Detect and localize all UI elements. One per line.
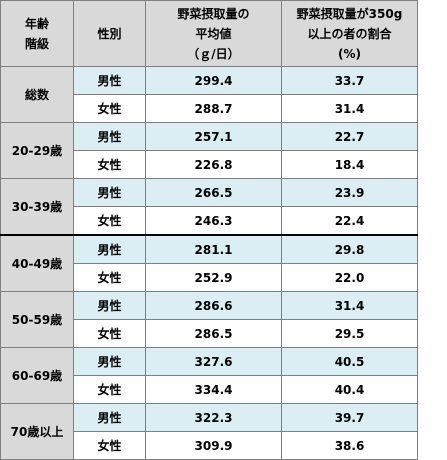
avg-value: 286.5: [145, 319, 282, 348]
sex-label: 男性: [73, 291, 146, 320]
pct-value: 31.4: [281, 94, 418, 123]
table-row-female: 女性 252.9 22.0: [1, 263, 418, 292]
vegetable-intake-table: 年齢 階級 性別 野菜摂取量の 平均値 （ｇ/日） 野菜摂取量が350g 以上の…: [0, 0, 418, 460]
sex-label: 男性: [73, 347, 146, 376]
avg-value: 266.5: [145, 178, 282, 207]
pct-value: 33.7: [281, 66, 418, 95]
age-group-label: 70歳以上: [0, 403, 74, 460]
avg-value: 226.8: [145, 150, 282, 179]
avg-value: 257.1: [145, 122, 282, 151]
avg-value: 327.6: [145, 347, 282, 376]
pct-value: 29.8: [281, 234, 418, 264]
avg-value: 322.3: [145, 403, 282, 432]
header-avg-intake: 野菜摂取量の 平均値 （ｇ/日）: [145, 0, 282, 67]
pct-value: 39.7: [281, 403, 418, 432]
sex-label: 男性: [73, 66, 146, 95]
sex-label: 女性: [73, 94, 146, 123]
pct-value: 22.4: [281, 206, 418, 236]
avg-value: 252.9: [145, 263, 282, 292]
pct-value: 29.5: [281, 319, 418, 348]
table-row-male: 総数 男性 299.4 33.7: [0, 66, 418, 123]
header-age-group: 年齢 階級: [0, 0, 74, 67]
avg-value: 286.6: [145, 291, 282, 320]
table-row-male: 70歳以上 男性 322.3 39.7: [0, 403, 418, 460]
table-row-male: 50-59歳 男性 286.6 31.4: [0, 291, 418, 348]
age-group-label: 50-59歳: [0, 291, 74, 348]
age-group-label: 40-49歳: [0, 234, 74, 292]
table-row-male: 60-69歳 男性 327.6 40.5: [0, 347, 418, 404]
pct-value: 31.4: [281, 291, 418, 320]
avg-value: 309.9: [145, 431, 282, 460]
pct-value: 22.7: [281, 122, 418, 151]
table-row-female: 女性 309.9 38.6: [1, 431, 418, 460]
header-sex: 性別: [73, 0, 146, 67]
header-row: 年齢 階級 性別 野菜摂取量の 平均値 （ｇ/日） 野菜摂取量が350g 以上の…: [0, 0, 418, 67]
avg-value: 334.4: [145, 375, 282, 404]
sex-label: 女性: [73, 431, 146, 460]
sex-label: 男性: [73, 178, 146, 207]
sex-label: 女性: [73, 206, 146, 236]
pct-value: 40.4: [281, 375, 418, 404]
sex-label: 男性: [73, 122, 146, 151]
sex-label: 女性: [73, 375, 146, 404]
sex-label: 女性: [73, 150, 146, 179]
age-group-label: 30-39歳: [0, 178, 74, 236]
sex-label: 男性: [73, 234, 146, 264]
table-row-female: 女性 286.5 29.5: [1, 319, 418, 348]
pct-value: 22.0: [281, 263, 418, 292]
avg-value: 288.7: [145, 94, 282, 123]
table-row-female: 女性 288.7 31.4: [1, 94, 418, 123]
pct-value: 38.6: [281, 431, 418, 460]
age-group-label: 20-29歳: [0, 122, 74, 179]
table-row-female: 女性 226.8 18.4: [1, 150, 418, 179]
table-row-male: 20-29歳 男性 257.1 22.7: [0, 122, 418, 179]
avg-value: 281.1: [145, 234, 282, 264]
sex-label: 女性: [73, 319, 146, 348]
table-row-male: 30-39歳 男性 266.5 23.9: [0, 178, 418, 236]
age-group-label: 総数: [0, 66, 74, 123]
table-row-male: 40-49歳 男性 281.1 29.8: [0, 234, 418, 292]
pct-value: 23.9: [281, 178, 418, 207]
age-group-label: 60-69歳: [0, 347, 74, 404]
header-pct-350g: 野菜摂取量が350g 以上の者の割合 (%): [281, 0, 418, 67]
pct-value: 40.5: [281, 347, 418, 376]
avg-value: 299.4: [145, 66, 282, 95]
pct-value: 18.4: [281, 150, 418, 179]
avg-value: 246.3: [145, 206, 282, 236]
sex-label: 男性: [73, 403, 146, 432]
table-row-female: 女性 246.3 22.4: [1, 206, 418, 236]
sex-label: 女性: [73, 263, 146, 292]
